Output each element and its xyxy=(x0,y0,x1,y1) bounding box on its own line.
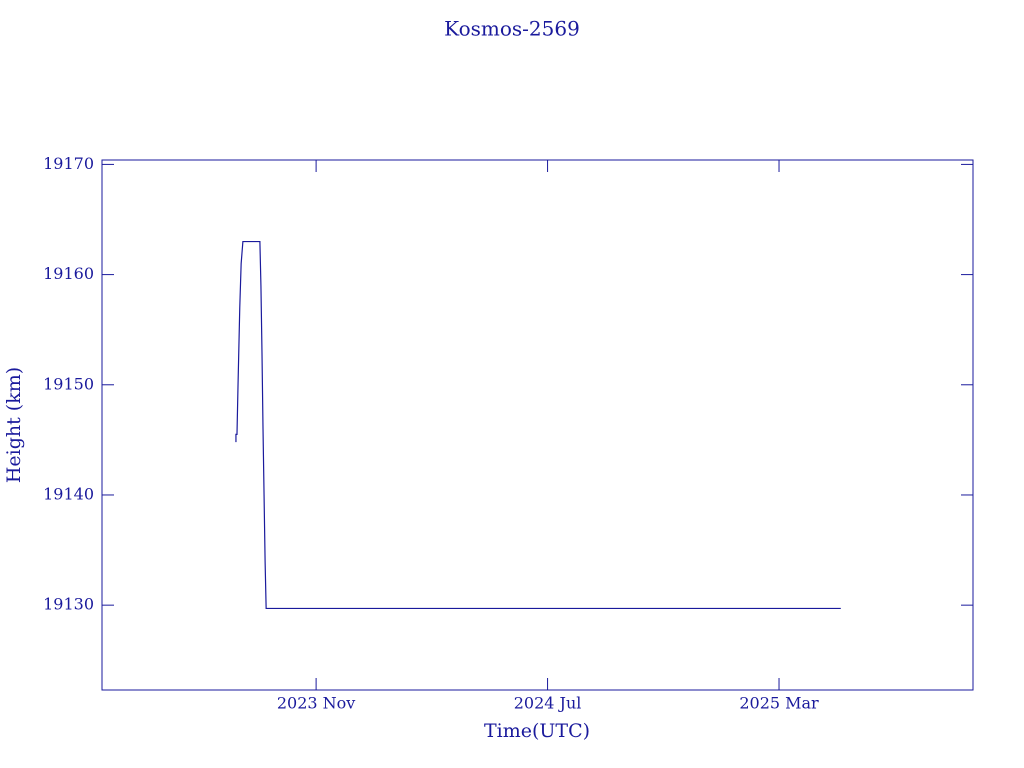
chart-title: Kosmos-2569 xyxy=(444,17,580,41)
y-tick-label: 19140 xyxy=(43,484,94,503)
y-tick-label: 19150 xyxy=(43,374,94,393)
y-tick-label: 19130 xyxy=(43,595,94,614)
y-tick-label: 19170 xyxy=(43,154,94,173)
y-axis-label: Height (km) xyxy=(3,367,25,483)
data-line xyxy=(235,240,841,610)
y-tick-label: 19160 xyxy=(43,264,94,283)
x-tick-label: 2023 Nov xyxy=(277,694,355,713)
x-tick-label: 2025 Mar xyxy=(739,694,819,713)
x-axis-label: Time(UTC) xyxy=(484,720,590,742)
plot-frame xyxy=(101,159,974,691)
x-tick-label: 2024 Jul xyxy=(514,694,582,713)
